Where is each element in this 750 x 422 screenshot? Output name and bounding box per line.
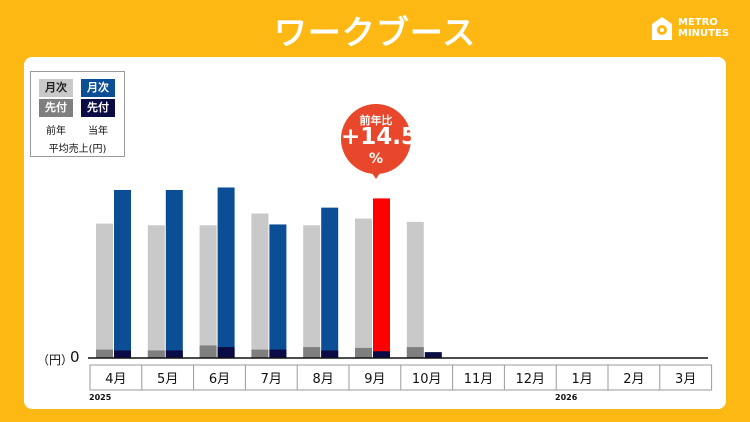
x-tick-label-8: 11月 xyxy=(464,372,494,387)
bar-prev-advance-7 xyxy=(406,347,424,358)
x-tick-label-10: 1月 xyxy=(571,372,592,387)
bar-prev-monthly-3 xyxy=(199,225,217,358)
bar-curr-advance-5 xyxy=(321,350,339,358)
bar-curr-monthly-2 xyxy=(165,190,183,358)
bar-prev-advance-3 xyxy=(199,345,217,358)
bar-prev-monthly-5 xyxy=(303,225,321,358)
yoy-callout: 前年比 +14.5 % xyxy=(341,104,418,174)
bar-prev-monthly-6 xyxy=(355,218,372,358)
bar-prev-advance-1 xyxy=(96,349,113,358)
bar-curr-advance-3 xyxy=(217,347,235,358)
x-tick-label-4: 7月 xyxy=(261,372,282,387)
legend-curr-monthly: 月次 xyxy=(81,79,115,97)
bar-curr-monthly-3 xyxy=(217,187,235,358)
x-tick-label-7: 10月 xyxy=(412,372,442,387)
bar-prev-advance-4 xyxy=(251,349,269,358)
x-tick-label-6: 9月 xyxy=(364,372,385,387)
logo-line2: MINUTES xyxy=(678,28,730,39)
bar-curr-monthly-4 xyxy=(269,224,287,358)
bar-curr-advance-2 xyxy=(165,350,183,358)
bar-curr-advance-4 xyxy=(269,349,287,358)
bar-prev-advance-5 xyxy=(303,347,321,358)
legend-curr-advance: 先付 xyxy=(81,99,115,117)
callout-value: +14.5 xyxy=(341,124,418,150)
chart-legend: 月次 先付 月次 先付 前年 当年 平均売上(円) xyxy=(30,71,125,157)
legend-prev-monthly: 月次 xyxy=(39,79,73,97)
x-tick-label-3: 6月 xyxy=(209,372,230,387)
x-tick-label-11: 2月 xyxy=(623,372,644,387)
year-label-2025: 2025 xyxy=(89,393,112,402)
x-tick-label-5: 8月 xyxy=(312,372,333,387)
legend-prev-year: 前年 xyxy=(46,126,66,137)
y-axis-zero: 0 xyxy=(70,348,80,366)
bar-curr-monthly-5 xyxy=(321,207,339,358)
bar-prev-monthly-7 xyxy=(406,221,424,358)
bar-prev-advance-6 xyxy=(355,347,372,358)
callout-unit: % xyxy=(368,151,384,167)
year-label-2026: 2026 xyxy=(555,393,578,402)
logo-text: METRO MINUTES xyxy=(678,17,729,39)
logo-line1: METRO xyxy=(678,17,718,28)
bar-curr-monthly-6 xyxy=(373,198,390,358)
bar-prev-monthly-4 xyxy=(251,213,269,358)
x-tick-label-9: 12月 xyxy=(516,372,546,387)
bar-prev-monthly-1 xyxy=(96,223,113,358)
bar-curr-advance-7 xyxy=(424,352,442,358)
y-axis-unit: （円） xyxy=(37,353,74,367)
callout-label: 前年比 xyxy=(359,114,393,127)
bar-curr-advance-6 xyxy=(373,351,390,358)
legend-prev-advance: 先付 xyxy=(39,99,73,117)
page-title: ワークブース xyxy=(273,13,477,52)
x-tick-label-12: 3月 xyxy=(675,372,696,387)
bar-curr-monthly-1 xyxy=(114,190,131,358)
bar-curr-advance-1 xyxy=(114,350,131,358)
bar-prev-advance-2 xyxy=(147,350,165,358)
x-tick-label-2: 5月 xyxy=(157,372,178,387)
legend-curr-year: 当年 xyxy=(88,126,108,137)
map-pin-icon xyxy=(652,17,672,40)
x-tick-label-1: 4月 xyxy=(105,372,126,387)
brand-logo: METRO MINUTES xyxy=(650,16,740,46)
bar-prev-monthly-2 xyxy=(147,225,165,358)
callout-tail xyxy=(370,170,382,179)
legend-note: 平均売上(円) xyxy=(48,144,107,155)
